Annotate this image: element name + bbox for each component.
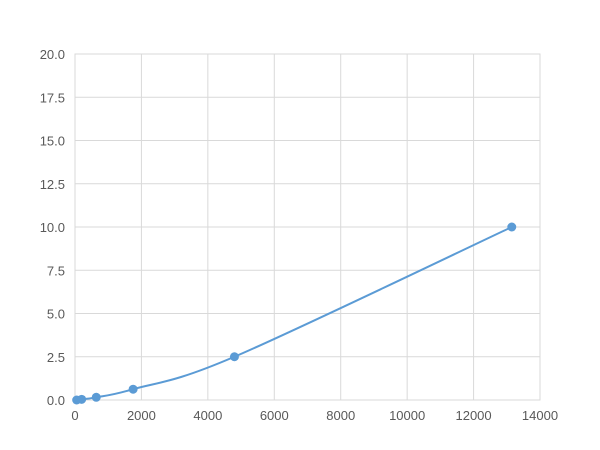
y-tick-label: 2.5 bbox=[47, 350, 65, 365]
x-tick-label: 14000 bbox=[522, 408, 558, 423]
x-tick-label: 6000 bbox=[260, 408, 289, 423]
y-tick-label: 0.0 bbox=[47, 393, 65, 408]
data-point bbox=[77, 394, 87, 404]
y-tick-label: 15.0 bbox=[40, 134, 65, 149]
x-tick-label: 8000 bbox=[326, 408, 355, 423]
y-tick-label: 12.5 bbox=[40, 177, 65, 192]
x-tick-label: 12000 bbox=[455, 408, 491, 423]
x-tick-label: 0 bbox=[71, 408, 78, 423]
y-tick-label: 5.0 bbox=[47, 307, 65, 322]
plot-border bbox=[74, 53, 541, 401]
x-tick-label: 2000 bbox=[127, 408, 156, 423]
data-point bbox=[128, 384, 138, 394]
y-tick-label: 10.0 bbox=[40, 220, 65, 235]
y-tick-label: 7.5 bbox=[47, 263, 65, 278]
x-tick-label: 4000 bbox=[193, 408, 222, 423]
data-point bbox=[507, 222, 517, 232]
data-point bbox=[229, 352, 239, 362]
y-tick-label: 17.5 bbox=[40, 90, 65, 105]
y-tick-label: 20.0 bbox=[40, 47, 65, 62]
x-tick-label: 10000 bbox=[389, 408, 425, 423]
data-point bbox=[91, 392, 101, 402]
